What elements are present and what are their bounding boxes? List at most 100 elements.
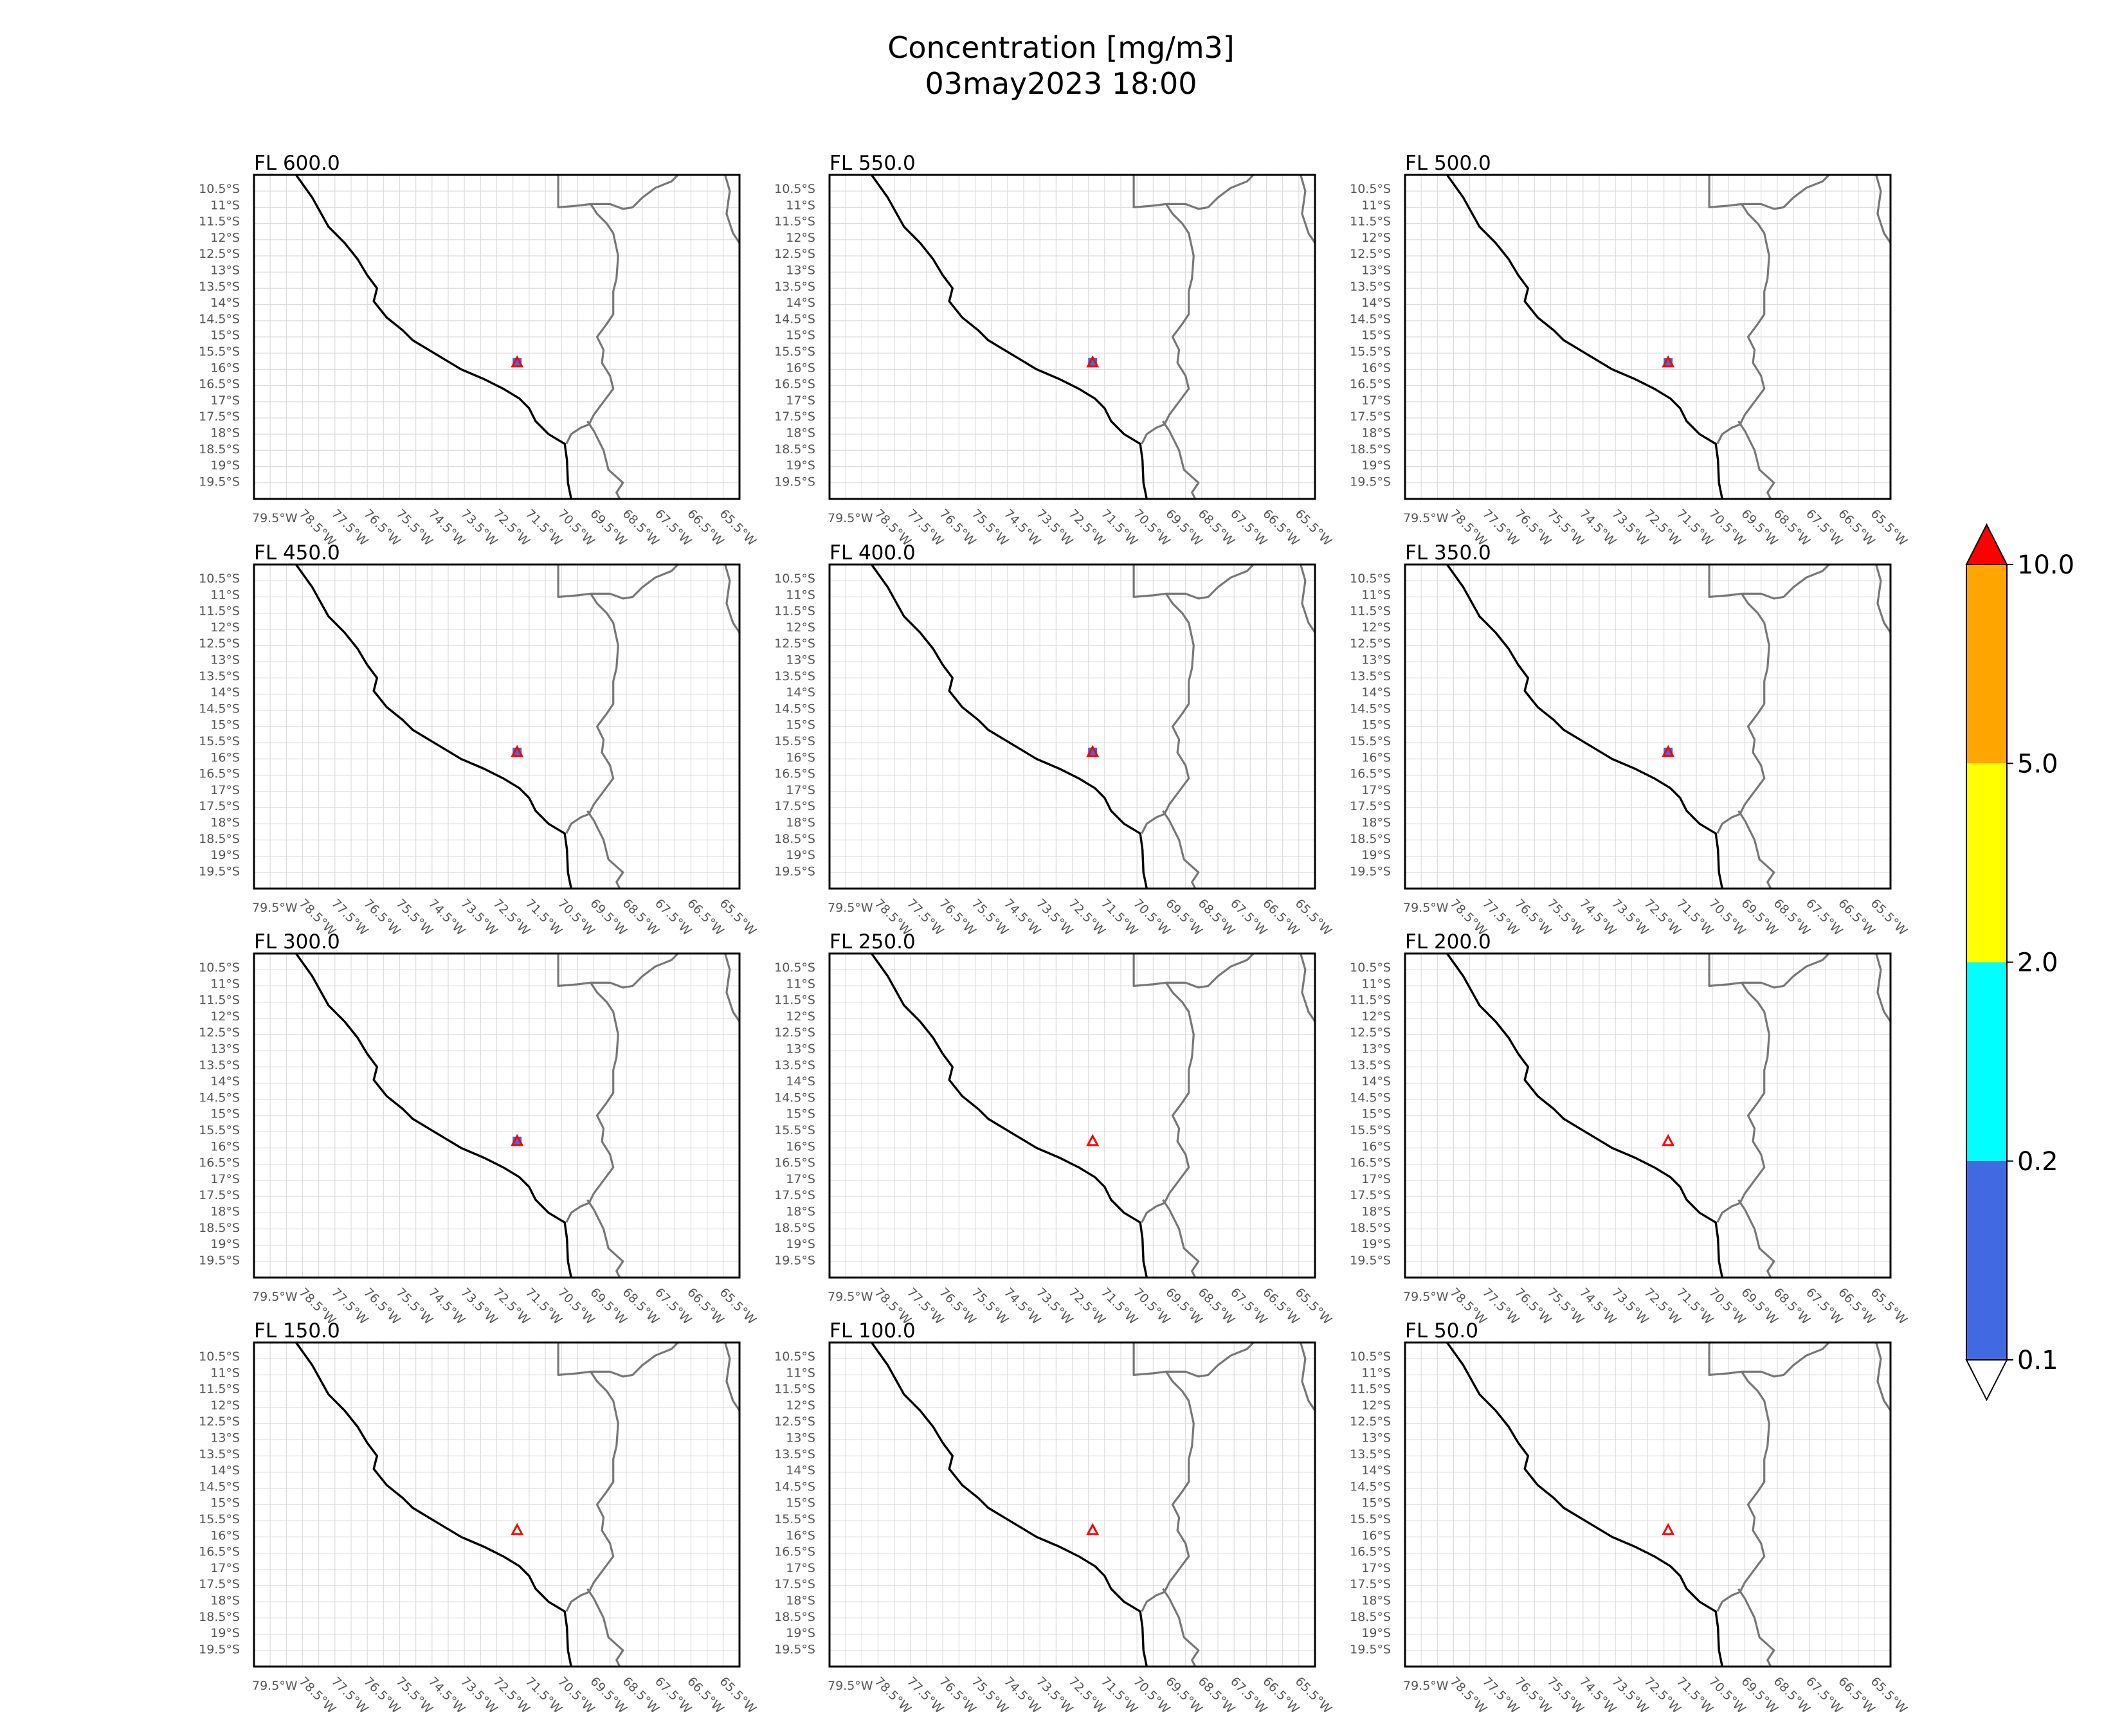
lat-tick-label: 17°S [786, 1172, 815, 1186]
lat-tick-label: 17°S [1361, 1172, 1391, 1186]
lat-tick-label: 18°S [786, 816, 815, 830]
lat-tick-label: 14°S [1361, 296, 1391, 310]
gridlines [254, 1343, 739, 1667]
country-border [586, 1199, 624, 1278]
lon-tick-label: 79.5°W [828, 1679, 873, 1693]
lat-tick-label: 19°S [786, 848, 815, 862]
lat-tick-label: 19°S [786, 458, 815, 473]
country-border [1300, 175, 1315, 244]
lat-tick-label: 18.5°S [1350, 1610, 1391, 1624]
country-border [1162, 810, 1200, 889]
country-border [1141, 1371, 1195, 1613]
country-border [1737, 810, 1775, 889]
lat-tick-label: 18.5°S [1350, 1221, 1391, 1235]
lat-tick-label: 15.5°S [199, 734, 240, 748]
lat-tick-label: 14.5°S [774, 1090, 815, 1105]
panel-title: FL 500.0 [1405, 152, 1491, 175]
lat-tick-label: 14°S [786, 1074, 815, 1089]
lat-tick-label: 16.5°S [1350, 1545, 1391, 1559]
lat-tick-label: 15.5°S [199, 1512, 240, 1526]
country-border [1708, 954, 1831, 989]
lat-tick-label: 14°S [1361, 1074, 1391, 1089]
lat-tick-label: 17.5°S [1350, 1188, 1391, 1202]
panel-title: FL 100.0 [830, 1319, 916, 1343]
lat-tick-label: 13.5°S [774, 1058, 815, 1072]
lat-tick-label: 16.5°S [774, 1545, 815, 1559]
country-border [1875, 565, 1891, 633]
country-border [557, 1343, 680, 1378]
lat-tick-label: 10.5°S [199, 1350, 240, 1364]
lat-tick-label: 15°S [1361, 718, 1391, 732]
lat-tick-label: 11.5°S [1350, 215, 1391, 229]
panel-frame [253, 563, 741, 890]
lat-tick-label: 14°S [1361, 1463, 1391, 1478]
country-border [565, 1371, 619, 1613]
country-border [1162, 1199, 1200, 1278]
lat-tick-label: 16.5°S [774, 1156, 815, 1170]
panel-title: FL 400.0 [830, 541, 916, 565]
lon-tick-label: 65.5°W [1292, 1285, 1335, 1328]
lat-tick-label: 15°S [210, 1107, 240, 1121]
lat-tick-label: 13°S [786, 1042, 815, 1056]
lat-tick-label: 10.5°S [199, 572, 240, 586]
lon-tick-label: 79.5°W [1403, 1290, 1449, 1304]
lat-tick-label: 18°S [1361, 1205, 1391, 1219]
lat-tick-label: 19°S [786, 1237, 815, 1251]
lat-tick-label: 11°S [210, 1366, 240, 1380]
lat-tick-label: 15°S [786, 1496, 815, 1510]
lat-tick-label: 15°S [1361, 1107, 1391, 1121]
lat-tick-label: 12.5°S [1350, 637, 1391, 651]
map-panel: FL 600.0 10.5°S 11°S 11.5°S 12°S 12.5°S 13°S 13… [199, 152, 759, 549]
lat-tick-label: 17°S [786, 393, 815, 408]
lat-tick-label: 13°S [1361, 1042, 1391, 1056]
colorbar-segment [1966, 763, 2007, 963]
lat-tick-label: 16.5°S [1350, 377, 1391, 392]
lat-tick-label: 12°S [1361, 620, 1391, 635]
lat-tick-label: 10.5°S [774, 182, 815, 196]
lat-tick-label: 19.5°S [199, 1642, 240, 1656]
lat-tick-label: 15°S [210, 718, 240, 732]
volcano-marker [511, 1523, 524, 1535]
volcano-marker [511, 745, 524, 757]
lat-tick-label: 18°S [786, 1205, 815, 1219]
lat-tick-label: 10.5°S [1350, 182, 1391, 196]
panel-title: FL 200.0 [1405, 930, 1491, 954]
panel-title: FL 300.0 [254, 930, 340, 954]
lat-tick-label: 11°S [210, 588, 240, 602]
lat-tick-label: 13.5°S [1350, 1058, 1391, 1072]
lat-tick-label: 13°S [1361, 264, 1391, 278]
lat-tick-label: 17.5°S [199, 799, 240, 813]
country-border [1132, 565, 1255, 600]
lon-tick-label: 65.5°W [717, 507, 759, 549]
lat-tick-label: 13°S [210, 653, 240, 667]
lat-tick-label: 19°S [210, 1237, 240, 1251]
lat-tick-label: 10.5°S [774, 572, 815, 586]
lat-tick-label: 14°S [210, 1463, 240, 1478]
lat-tick-label: 10.5°S [199, 182, 240, 196]
lat-tick-label: 19°S [1361, 1626, 1391, 1640]
lat-tick-label: 18°S [786, 1594, 815, 1608]
lon-tick-label: 65.5°W [717, 896, 759, 939]
lat-tick-label: 11°S [786, 588, 815, 602]
lat-tick-label: 14°S [786, 1463, 815, 1478]
lat-tick-label: 11°S [210, 977, 240, 991]
panel-frame [253, 1341, 741, 1668]
lat-tick-label: 17°S [1361, 1561, 1391, 1575]
lat-tick-label: 14.5°S [774, 1479, 815, 1494]
lat-tick-label: 18°S [210, 816, 240, 830]
lat-tick-label: 13°S [786, 653, 815, 667]
country-border [1737, 1588, 1775, 1667]
lat-tick-label: 19.5°S [774, 1642, 815, 1656]
lat-tick-label: 12.5°S [199, 247, 240, 261]
gridlines [254, 954, 739, 1278]
volcano-marker [1662, 745, 1675, 757]
country-border [1737, 1199, 1775, 1278]
lat-tick-label: 10.5°S [1350, 961, 1391, 975]
lat-tick-label: 18°S [210, 1205, 240, 1219]
lat-tick-label: 16.5°S [1350, 767, 1391, 781]
panel-title: FL 150.0 [254, 1319, 340, 1343]
panel-title: FL 450.0 [254, 541, 340, 565]
lat-tick-label: 16°S [1361, 361, 1391, 375]
colorbar-segment [1966, 962, 2007, 1161]
